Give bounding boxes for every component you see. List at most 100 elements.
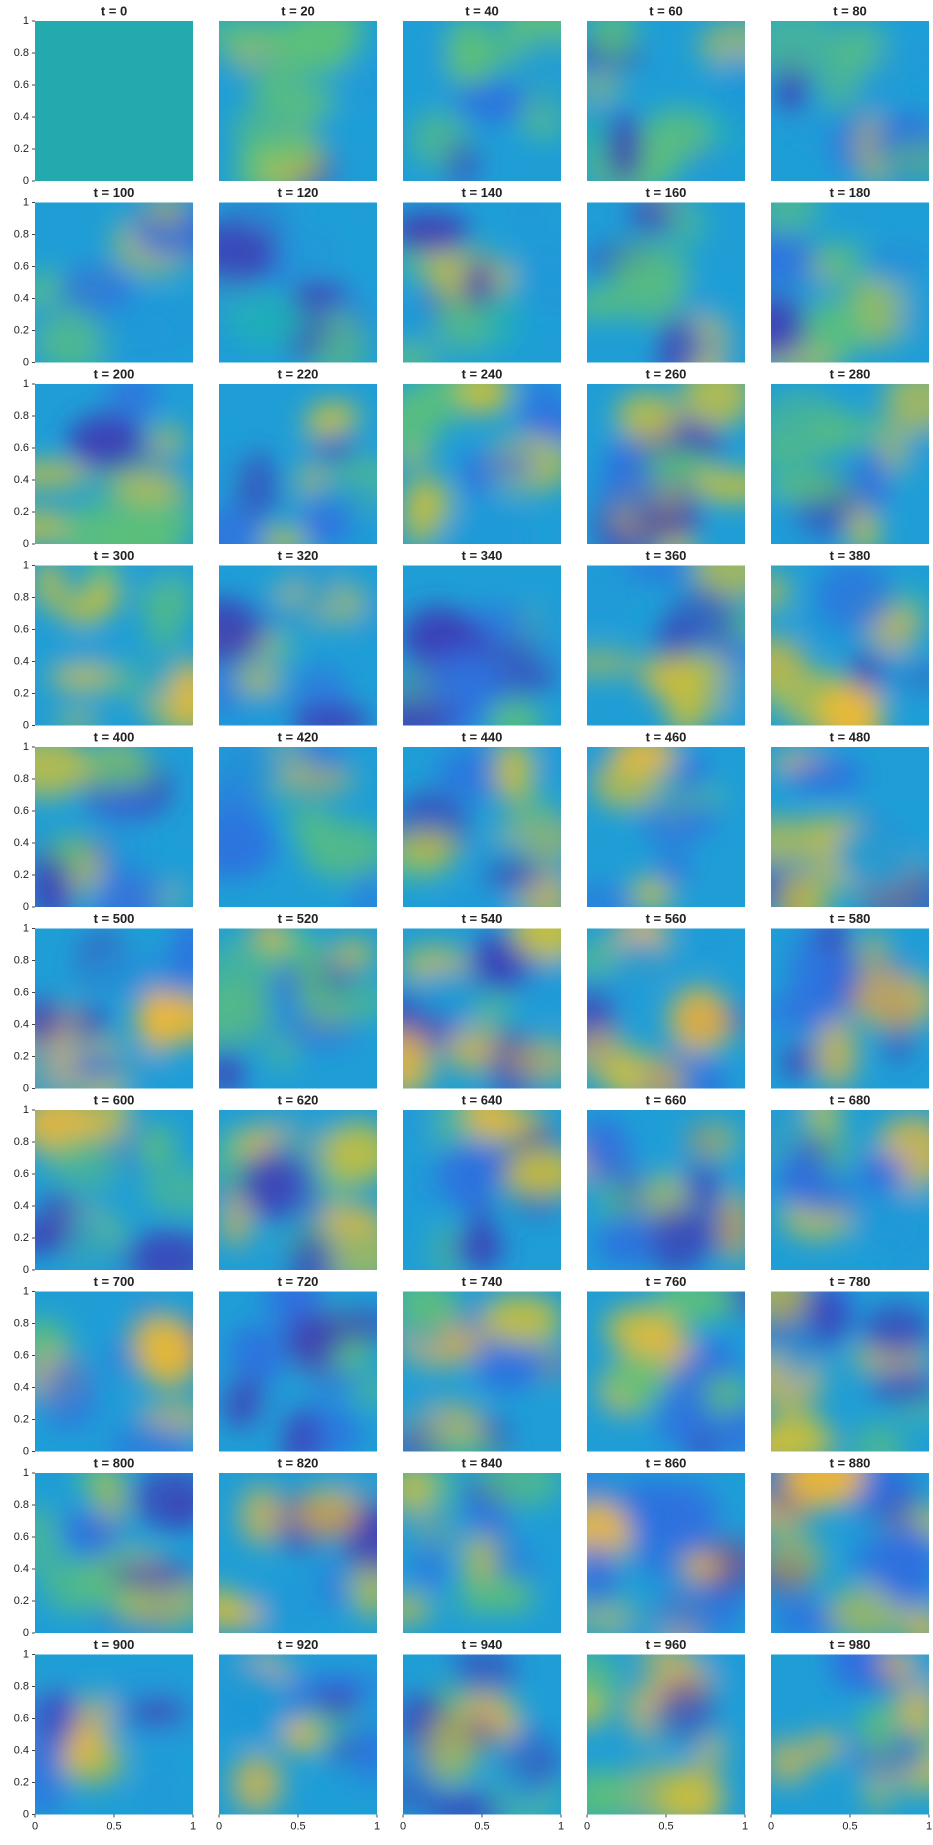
heatmap-blob: [110, 475, 191, 503]
heatmap-blob: [668, 202, 706, 247]
y-tick-label: 0.4: [14, 837, 29, 849]
heatmap-blob: [231, 1753, 283, 1814]
y-tick-label: 1: [23, 922, 29, 934]
heatmap-blob: [479, 1294, 561, 1346]
y-tick-label: 0.8: [14, 773, 29, 785]
panel-title: t = 560: [646, 911, 687, 926]
heatmap-blob: [66, 1050, 117, 1083]
heatmap-blob: [587, 1770, 633, 1815]
panel-title: t = 920: [278, 1637, 319, 1652]
heatmap-blob: [138, 1763, 179, 1815]
heatmap-blob: [135, 1124, 176, 1170]
heatmap-blob: [144, 202, 188, 227]
heatmap-panel: [771, 1110, 929, 1270]
heatmap-blob: [238, 1485, 286, 1546]
panel-title: t = 160: [646, 185, 687, 200]
x-tick-label: 1: [742, 1820, 748, 1832]
heatmap-blob: [850, 970, 929, 1030]
heatmap-blob: [38, 1689, 79, 1745]
heatmap-panel: [587, 202, 745, 363]
heatmap-panel: [35, 565, 193, 726]
heatmap-blob: [587, 75, 624, 100]
heatmap-blob: [899, 291, 929, 335]
heatmap-field: [219, 1121, 377, 1270]
y-tick-label: 0: [23, 175, 29, 187]
heatmap-blob: [621, 1591, 664, 1633]
y-tick-label: 0.8: [14, 410, 29, 422]
heatmap-panel: [35, 1654, 193, 1815]
heatmap-blob: [610, 236, 689, 302]
panel-title: t = 780: [830, 1274, 871, 1289]
heatmap-blob: [655, 1774, 722, 1815]
heatmap-blob: [165, 1497, 193, 1527]
heatmap-blob: [71, 1007, 108, 1041]
heatmap-blob: [219, 936, 280, 1006]
heatmap-blob: [510, 1720, 548, 1768]
panel-title: t = 380: [830, 548, 871, 563]
heatmap-field: [587, 928, 745, 1089]
heatmap-blob: [855, 1152, 906, 1193]
x-tick-label: 0.5: [474, 1820, 489, 1832]
heatmap-blob: [265, 1031, 299, 1070]
heatmap-blob: [289, 705, 371, 726]
heatmap-blob: [601, 1180, 633, 1222]
y-tick-label: 1: [23, 1648, 29, 1660]
y-tick-label: 0.2: [14, 324, 29, 336]
heatmap-field: [35, 747, 186, 907]
heatmap-panel: [587, 928, 745, 1089]
heatmap-blob: [68, 1695, 117, 1756]
heatmap-blob: [405, 1163, 447, 1212]
heatmap-blob: [587, 882, 635, 907]
heatmap-blob: [282, 1721, 318, 1753]
heatmap-blob: [219, 217, 276, 287]
heatmap-field: [587, 565, 745, 726]
heatmap-blob: [464, 1110, 512, 1142]
heatmap-panel: [403, 928, 561, 1089]
heatmap-blob: [169, 659, 193, 726]
heatmap-panel: [771, 1473, 929, 1633]
heatmap-blob: [132, 663, 174, 698]
y-tick-label: 0.2: [14, 1413, 29, 1425]
panel-title: t = 460: [646, 729, 687, 744]
heatmap-blob: [868, 647, 912, 700]
y-tick-label: 0: [23, 901, 29, 913]
heatmap-field: [219, 21, 377, 181]
heatmap-blob: [219, 1195, 254, 1248]
heatmap-blob: [40, 1357, 98, 1431]
heatmap-field: [219, 202, 368, 363]
heatmap-field: [587, 202, 745, 363]
heatmap-field: [594, 384, 745, 544]
panel-title: t = 20: [281, 3, 315, 18]
x-tick-label: 0.5: [842, 1820, 857, 1832]
heatmap-blob: [403, 211, 471, 253]
y-tick-label: 0.6: [14, 1168, 29, 1180]
heatmap-blob: [614, 936, 667, 979]
y-tick-label: 0.2: [14, 1595, 29, 1607]
heatmap-blob: [84, 950, 168, 991]
panel-title: t = 260: [646, 366, 687, 381]
heatmap-panel: [771, 1291, 929, 1452]
heatmap-blob: [782, 1473, 865, 1509]
panel-title: t = 400: [94, 729, 135, 744]
heatmap-blob: [714, 318, 745, 363]
y-tick-label: 0.2: [14, 506, 29, 518]
heatmap-field: [587, 1116, 745, 1270]
heatmap-blob: [239, 133, 323, 163]
heatmap-blob: [463, 258, 495, 310]
heatmap-blob: [463, 1535, 495, 1587]
heatmap-blob: [41, 1558, 113, 1614]
y-tick-label: 0.6: [14, 1531, 29, 1543]
heatmap-blob: [851, 1421, 906, 1452]
x-tick-label: 0: [768, 1820, 774, 1832]
heatmap-field: [771, 928, 929, 1089]
heatmap-field: [403, 1473, 561, 1625]
heatmap-panel: [403, 384, 561, 544]
panel-title: t = 340: [462, 548, 503, 563]
heatmap-blob: [403, 1592, 434, 1625]
heatmap-blob: [771, 470, 844, 500]
y-tick-label: 1: [23, 1285, 29, 1297]
heatmap-blob: [596, 461, 664, 515]
heatmap-panel: [35, 928, 193, 1089]
panel-title: t = 480: [830, 729, 871, 744]
heatmap-panel: [771, 1654, 929, 1815]
